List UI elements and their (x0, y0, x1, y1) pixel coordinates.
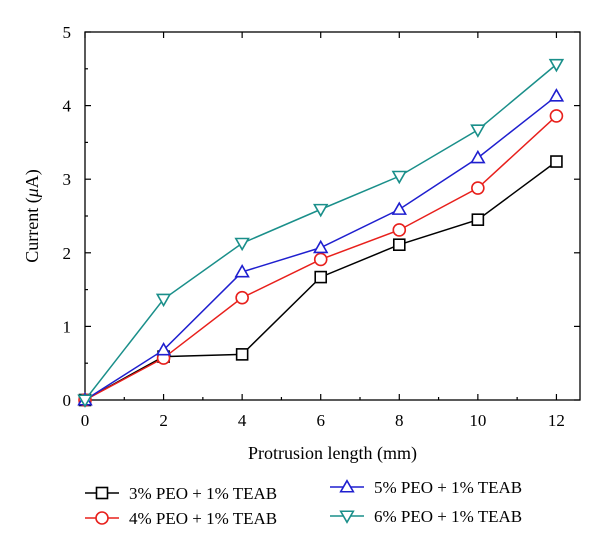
y-axis-label-prefix: Current ( (22, 197, 43, 262)
legend-item-1: 3% PEO + 1% TEAB (85, 484, 277, 503)
data-point-triangle-down (77, 394, 93, 408)
data-point-triangle-down (155, 293, 172, 308)
y-tick-label: 4 (63, 97, 72, 116)
plot-frame (84, 31, 581, 401)
x-tick-label: 6 (316, 411, 325, 430)
y-tick-label: 0 (63, 391, 72, 410)
x-tick-label: 8 (395, 411, 404, 430)
data-point-triangle-up (391, 201, 407, 215)
series-2 (78, 109, 564, 407)
x-tick-label: 0 (81, 411, 90, 430)
x-tick-label: 10 (469, 411, 486, 430)
legend-label: 5% PEO + 1% TEAB (374, 478, 522, 497)
data-point-triangle-up (339, 479, 355, 493)
y-tick-label: 1 (63, 317, 72, 336)
data-point-square (95, 486, 109, 500)
legend-item-4: 6% PEO + 1% TEAB (330, 507, 522, 526)
data-point-triangle-down (548, 58, 565, 73)
data-point-square (235, 348, 249, 361)
data-point-square (550, 155, 563, 168)
data-point-circle (235, 290, 249, 305)
y-axis-label: Current (μA) (22, 169, 43, 263)
y-tick-label: 5 (63, 23, 72, 42)
x-tick-label: 4 (238, 411, 247, 430)
data-point-triangle-down (339, 510, 355, 524)
y-axis-label-suffix: A) (22, 169, 43, 188)
legend-label: 3% PEO + 1% TEAB (129, 484, 277, 503)
data-point-circle (313, 252, 328, 267)
y-tick-label: 2 (63, 244, 72, 263)
axes: Protrusion length (mm) Current (μA) 0 2 4 6… (22, 23, 581, 464)
data-point-triangle-down (234, 237, 250, 252)
data-point-triangle-up (234, 263, 250, 278)
x-axis-label: Protrusion length (mm) (248, 443, 417, 464)
data-point-triangle-up (155, 342, 172, 356)
data-point-triangle-up (313, 239, 329, 254)
data-point-triangle-down (470, 124, 486, 138)
legend: 3% PEO + 1% TEAB 4% PEO + 1% TEAB 5% PEO +… (85, 478, 522, 528)
y-axis-label-unit-symbol: μ (22, 188, 42, 198)
data-point-square (392, 238, 406, 252)
data-point-circle (392, 223, 407, 237)
data-point-triangle-down (313, 203, 329, 218)
y-tick-label: 3 (63, 170, 72, 189)
data-point-square (314, 270, 328, 284)
series-layer (77, 58, 565, 408)
series-1 (78, 155, 563, 407)
x-tick-label: 2 (159, 411, 168, 430)
series-line (84, 63, 557, 401)
series-3 (77, 88, 565, 406)
data-point-triangle-up (548, 88, 565, 102)
series-4 (77, 58, 565, 408)
data-point-triangle-up (470, 149, 486, 164)
legend-label: 6% PEO + 1% TEAB (374, 507, 522, 526)
data-point-circle (95, 511, 109, 525)
x-tick-label: 12 (548, 411, 565, 430)
legend-item-2: 4% PEO + 1% TEAB (85, 509, 277, 528)
data-point-circle (549, 109, 564, 123)
data-point-circle (471, 181, 485, 195)
data-point-square (471, 213, 485, 226)
legend-label: 4% PEO + 1% TEAB (129, 509, 277, 528)
legend-item-3: 5% PEO + 1% TEAB (330, 478, 522, 497)
data-point-triangle-down (391, 170, 407, 185)
